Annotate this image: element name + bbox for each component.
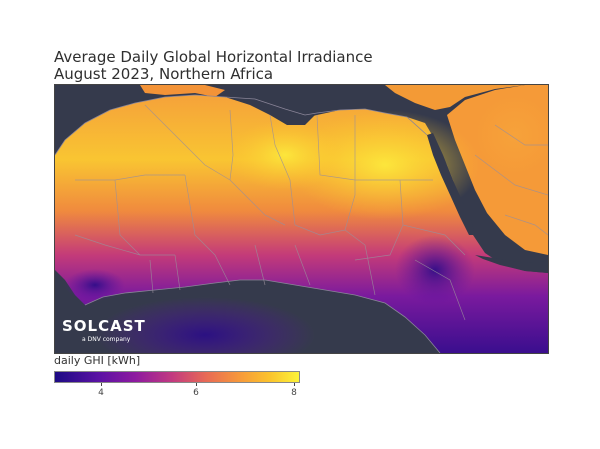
red-sea (427, 133, 475, 235)
southern-europe (140, 85, 225, 97)
logo-wordmark: SOLCAST (62, 317, 146, 335)
irradiance-map[interactable] (54, 84, 549, 354)
gulf-of-aden (475, 255, 548, 273)
map-title: Average Daily Global Horizontal Irradian… (54, 49, 373, 83)
turkey-levant (385, 85, 525, 110)
colorbar (54, 371, 300, 383)
logo-subtitle: a DNV company (82, 336, 131, 343)
colorbar-tick-8 (294, 383, 295, 386)
country-borders (74, 104, 548, 321)
title-line-2: August 2023, Northern Africa (54, 65, 274, 83)
solcast-logo: SOLCAST a DNV company (62, 317, 152, 347)
coastlines (55, 94, 441, 353)
colorbar-tick-label-6: 6 (193, 388, 199, 398)
colorbar-tick-4 (101, 383, 102, 386)
colorbar-tick-label-8: 8 (291, 388, 297, 398)
colorbar-tick-6 (196, 383, 197, 386)
colorbar-label: daily GHI [kWh] (54, 354, 141, 367)
mediterranean (225, 97, 317, 125)
colorbar-tick-label-4: 4 (98, 388, 104, 398)
title-line-1: Average Daily Global Horizontal Irradian… (54, 48, 373, 66)
